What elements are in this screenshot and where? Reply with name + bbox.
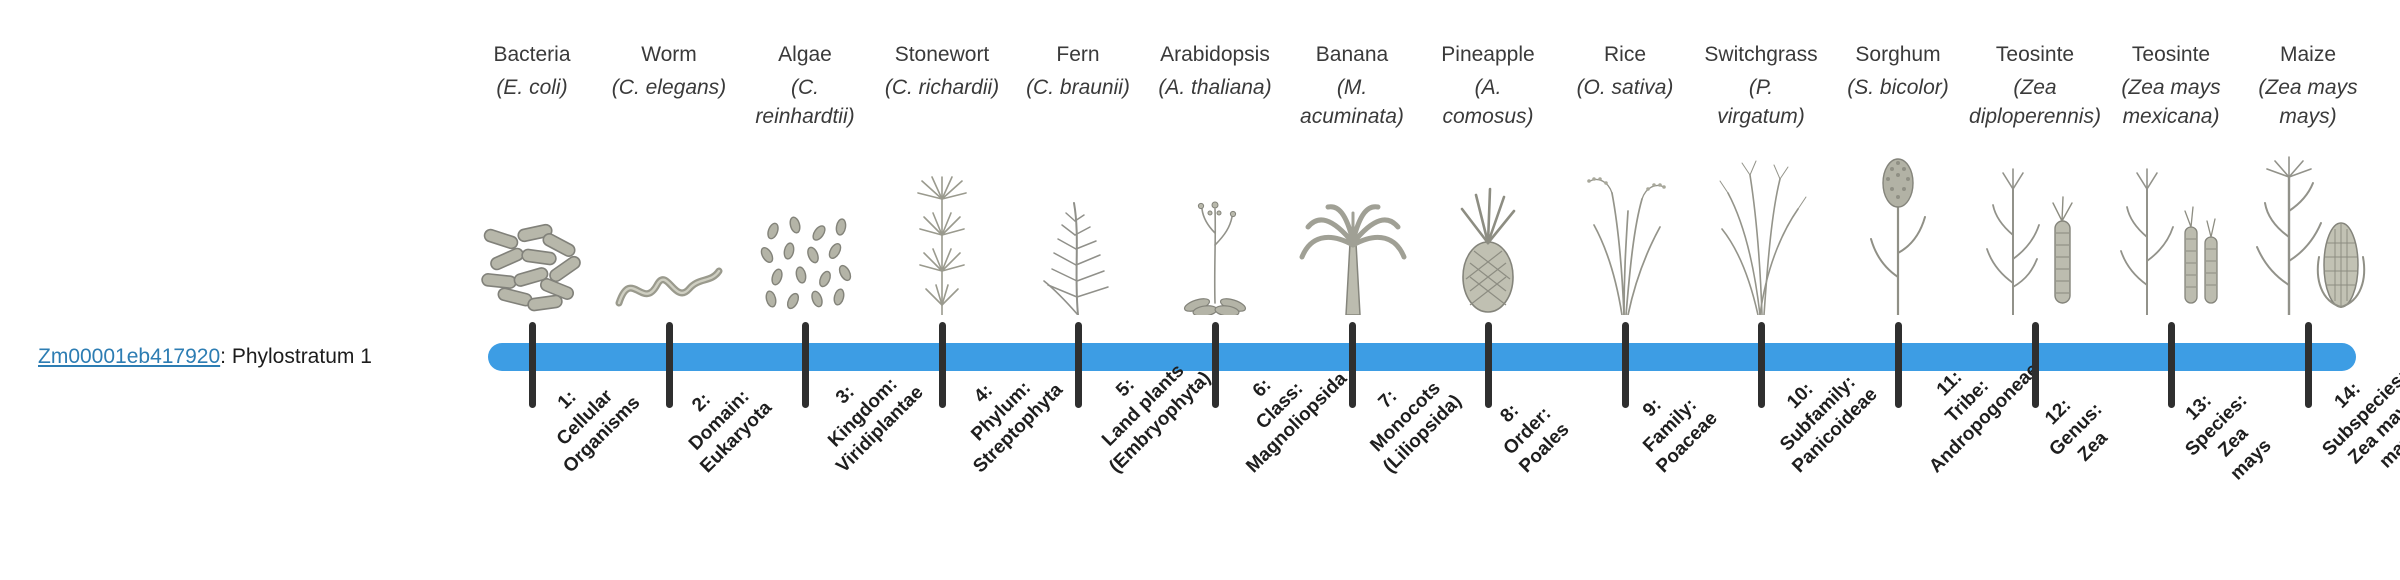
organism-scientific-name: (O. sativa) — [1576, 76, 1674, 100]
organism-column: Algae (C. reinhardtii) — [735, 0, 927, 580]
phylostratum-label: 14: Subspecies: Zea mays mays — [2318, 366, 2400, 473]
organism-column: Teosinte (Zea diploperennis) — [1965, 0, 2112, 580]
organism-scientific-name: (E. coli) — [496, 76, 568, 100]
organism-common-name: Switchgrass — [1704, 43, 1818, 66]
phylostratum-tick — [2304, 322, 2312, 408]
organism-common-name: Pineapple — [1441, 43, 1535, 66]
organism-common-name: Stonewort — [894, 43, 990, 66]
phylostratum-tick — [1894, 322, 1902, 408]
teosinte-mexicana-illustration — [2120, 168, 2218, 315]
organism-column: Fern (C. braunii) — [1008, 0, 1215, 580]
organism-column: Worm (C. elegans) 2: Domain: Eukaryota — [599, 0, 777, 580]
phylostratum-tick — [1757, 322, 1765, 408]
phylostratum-tick — [1621, 322, 1629, 408]
phylostratum-tick — [528, 322, 536, 408]
organism-scientific-name: (A. comosus) — [1442, 76, 1534, 128]
teosinte-diploperennis-illustration — [1986, 168, 2073, 315]
fern-illustration — [1043, 202, 1109, 315]
organism-scientific-name: (S. bicolor) — [1847, 76, 1949, 100]
organism-column: Rice (O. sativa) 9: F — [1555, 0, 1722, 580]
bacteria-illustration — [481, 223, 581, 312]
organism-column: Banana (M. acuminata) 7: Monocots (Lilio… — [1282, 0, 1466, 580]
organism-scientific-name: (Zea mays mays) — [2258, 76, 2358, 128]
phylostratum-tick — [665, 322, 673, 408]
rice-illustration — [1587, 177, 1666, 315]
phylostratum-tick — [1484, 322, 1492, 408]
organism-common-name: Arabidopsis — [1160, 43, 1270, 66]
phylostratum-tick — [801, 322, 809, 408]
phylostratum-tick — [938, 322, 946, 408]
organism-column: Maize (Zea mays mays) — [2238, 0, 2400, 580]
maize-illustration — [2256, 156, 2366, 315]
sorghum-illustration — [1870, 158, 1926, 315]
phylostratum-tick — [2031, 322, 2039, 408]
organism-column: Pineapple (A. comosus) 8: Order: Poales — [1418, 0, 1574, 580]
phylostratum-tick — [1211, 322, 1219, 408]
phylostratum-suffix: : Phylostratum 1 — [220, 345, 372, 368]
phylostratum-tick — [2167, 322, 2175, 408]
organism-scientific-name: (Zea mays mexicana) — [2121, 76, 2221, 128]
organism-column: Teosinte (Zea mays mexicana) — [2101, 0, 2276, 580]
organism-column: Stonewort (C. richardii) 4: Phylum: Stre… — [872, 0, 1068, 580]
organism-scientific-name: (A. thaliana) — [1158, 76, 1272, 100]
gene-phylostratum-label: Zm00001eb417920: Phylostratum 1 — [38, 345, 372, 369]
organism-scientific-name: (C. richardii) — [884, 76, 1000, 100]
organism-common-name: Worm — [641, 43, 697, 66]
organism-common-name: Teosinte — [2131, 43, 2211, 66]
arabidopsis-illustration — [1183, 201, 1247, 315]
organism-common-name: Sorghum — [1855, 43, 1941, 66]
organism-common-name: Bacteria — [493, 43, 571, 66]
phylostratum-tick — [1348, 322, 1356, 408]
organism-scientific-name: (C. elegans) — [611, 76, 727, 100]
organism-column: Arabidopsis (A. thaliana) — [1145, 0, 1351, 580]
organism-column: Sorghum (S. bicolor) 11: Tribe: Andropog… — [1828, 0, 2043, 580]
organism-scientific-name: (C. braunii) — [1026, 76, 1130, 100]
timeline-bar — [488, 343, 2356, 371]
stonewort-illustration — [917, 176, 967, 315]
organism-scientific-name: (P. virgatum) — [1717, 76, 1805, 128]
switchgrass-illustration — [1719, 160, 1807, 315]
phylostratum-tick — [1074, 322, 1082, 408]
organism-scientific-name: (C. reinhardtii) — [755, 76, 855, 128]
organism-common-name: Rice — [1603, 43, 1646, 66]
organism-column: Bacteria (E. coli) — [462, 0, 645, 580]
organism-common-name: Fern — [1056, 43, 1100, 66]
organism-column: Switchgrass (P. virgatum) — [1691, 0, 1881, 580]
organism-common-name: Banana — [1315, 43, 1389, 66]
gene-id-link[interactable]: Zm00001eb417920 — [38, 345, 221, 368]
worm-illustration — [615, 267, 723, 307]
algae-illustration — [760, 216, 852, 310]
pineapple-illustration — [1460, 187, 1516, 313]
organism-scientific-name: (Zea diploperennis) — [1969, 76, 2101, 128]
organism-scientific-name: (M. acuminata) — [1300, 76, 1404, 128]
organism-common-name: Algae — [778, 43, 832, 66]
organism-common-name: Maize — [2279, 43, 2337, 66]
banana-illustration — [1299, 204, 1407, 315]
organism-common-name: Teosinte — [1995, 43, 2075, 66]
